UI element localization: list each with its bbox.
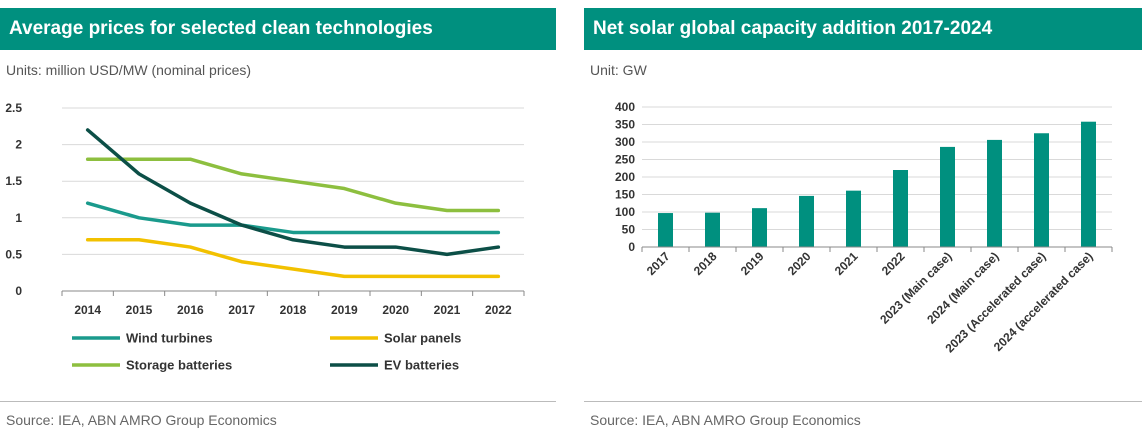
source-divider — [584, 401, 1142, 402]
bar — [1081, 121, 1096, 247]
solar-units-label: Unit: GW — [590, 62, 647, 78]
x-tick-label: 2014 — [74, 303, 101, 317]
bar — [1034, 133, 1049, 247]
prices-panel: Average prices for selected clean techno… — [0, 0, 556, 438]
y-tick-label: 400 — [615, 100, 635, 114]
y-tick-label: 300 — [615, 135, 635, 149]
bar — [658, 213, 673, 247]
series-line-wind-turbines — [85, 201, 501, 235]
y-tick-label: 0 — [15, 284, 22, 298]
solar-panel: Net solar global capacity addition 2017-… — [584, 0, 1142, 438]
solar-chart-title: Net solar global capacity addition 2017-… — [584, 8, 1142, 50]
x-tick-label: 2022 — [485, 303, 512, 317]
prices-units-label: Units: million USD/MW (nominal prices) — [6, 62, 252, 78]
series-line-solar-panels — [85, 238, 501, 279]
x-tick-label: 2024 (accelerated case) — [991, 249, 1096, 354]
legend-label-wind-turbines: Wind turbines — [126, 331, 213, 346]
y-tick-label: 50 — [622, 223, 636, 237]
bar — [940, 146, 955, 247]
x-tick-label: 2018 — [280, 303, 307, 317]
y-tick-label: 200 — [615, 170, 635, 184]
bar — [705, 212, 720, 247]
x-tick-label: 2021 — [832, 249, 861, 278]
bar — [846, 190, 861, 247]
x-tick-label: 2020 — [382, 303, 409, 317]
x-tick-label: 2020 — [785, 249, 814, 278]
y-tick-label: 150 — [615, 188, 635, 202]
x-tick-label: 2019 — [331, 303, 358, 317]
prices-chart-title: Average prices for selected clean techno… — [0, 8, 556, 50]
bar — [987, 139, 1002, 247]
x-tick-label: 2017 — [644, 249, 673, 278]
bar — [799, 195, 814, 247]
prices-line-chart: 0 0.5 1 1.5 2 2.5 2014 2015 2016 2017 2018 2019 2020… — [5, 101, 525, 373]
y-tick-label: 2.5 — [5, 101, 22, 115]
x-tick-label: 2015 — [126, 303, 153, 317]
y-tick-label: 250 — [615, 153, 635, 167]
x-tick-label: 2021 — [434, 303, 461, 317]
x-tick-label: 2018 — [691, 249, 720, 278]
x-tick-label: 2017 — [228, 303, 255, 317]
y-tick-label: 100 — [615, 205, 635, 219]
y-tick-label: 1.5 — [5, 174, 22, 188]
bar — [752, 208, 767, 247]
x-tick-label: 2019 — [738, 249, 767, 278]
y-tick-label: 2 — [15, 138, 22, 152]
series-line-ev-batteries — [85, 128, 501, 257]
y-tick-label: 1 — [15, 211, 22, 225]
bar — [893, 170, 908, 247]
source-divider — [0, 401, 556, 402]
legend-label-storage-batteries: Storage batteries — [126, 358, 232, 373]
legend-label-solar-panels: Solar panels — [384, 331, 461, 346]
legend-label-ev-batteries: EV batteries — [384, 358, 459, 373]
x-tick-label: 2016 — [177, 303, 204, 317]
solar-bar-chart: 0 50 100 150 200 250 300 350 400 2017 2018 2019 2020… — [615, 100, 1113, 355]
series-line-storage-batteries — [85, 157, 501, 213]
y-tick-label: 0 — [628, 240, 635, 254]
y-tick-label: 350 — [615, 118, 635, 132]
x-tick-label: 2022 — [879, 249, 908, 278]
y-tick-label: 0.5 — [5, 247, 22, 261]
prices-source: Source: IEA, ABN AMRO Group Economics — [6, 412, 277, 428]
solar-source: Source: IEA, ABN AMRO Group Economics — [590, 412, 861, 428]
